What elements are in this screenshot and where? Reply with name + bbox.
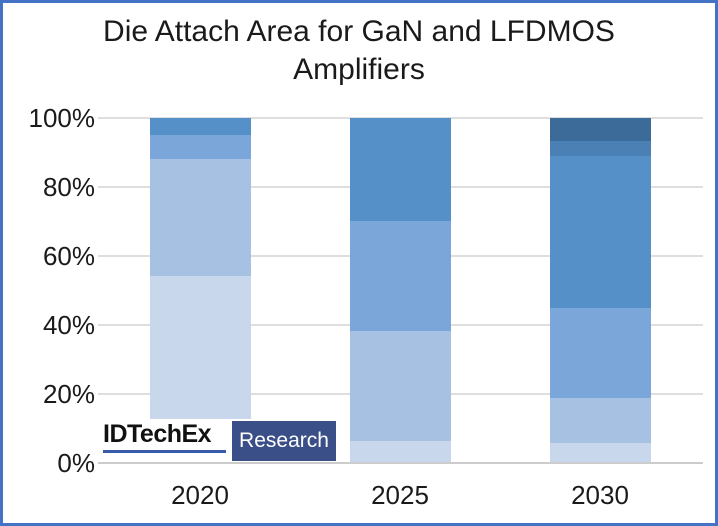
bar-2025-segment-3-mid-light-blue [349,221,451,331]
bar-2020-segment-3-mid-light-blue [149,134,251,159]
bar-2030-segment-6-darkest-blue [549,117,651,141]
bar-2025-segment-1-lightest-blue [349,440,451,463]
bar-2025 [349,117,451,463]
x-axis-label-2025: 2025 [371,480,429,510]
idtechex-logo: IDTechEx Research [99,419,338,462]
bar-2030-segment-5-dark-blue [549,140,651,157]
gridline-100 [98,116,703,119]
y-axis-label-80: 80% [42,172,95,202]
idtechex-logo-wordmark: IDTechEx [103,420,212,448]
y-axis-label-100: 100% [28,103,96,133]
bar-2030-segment-1-lightest-blue [549,443,651,463]
y-axis-label-40: 40% [42,310,95,340]
chart-title-line1: Die Attach Area for GaN and LFDMOS [103,15,615,48]
bar-2030-segment-3-mid-light-blue [549,308,651,399]
bar-2025-segment-2-light-blue [349,330,451,441]
bar-2030 [549,117,651,463]
x-axis-label-2030: 2030 [571,480,629,510]
y-axis-label-20: 20% [42,379,95,409]
x-axis-label-2020: 2020 [171,480,229,510]
y-axis-label-0: 0% [57,448,95,478]
idtechex-logo-underline [103,450,226,453]
bar-2030-segment-4-medium-blue [549,156,651,309]
bar-2025-segment-4-medium-blue [349,117,451,222]
chart-title-line2: Amplifiers [293,53,425,86]
bar-2020-segment-4-medium-blue [149,117,251,135]
chart-title: Die Attach Area for GaN and LFDMOS Ampli… [0,13,718,89]
bar-2020-segment-2-light-blue [149,158,251,277]
bar-2020 [149,117,251,463]
idtechex-logo-research-badge: Research [232,421,336,461]
x-axis-line [98,462,703,464]
y-axis-label-60: 60% [42,241,95,271]
bar-2030-segment-2-light-blue [549,398,651,444]
